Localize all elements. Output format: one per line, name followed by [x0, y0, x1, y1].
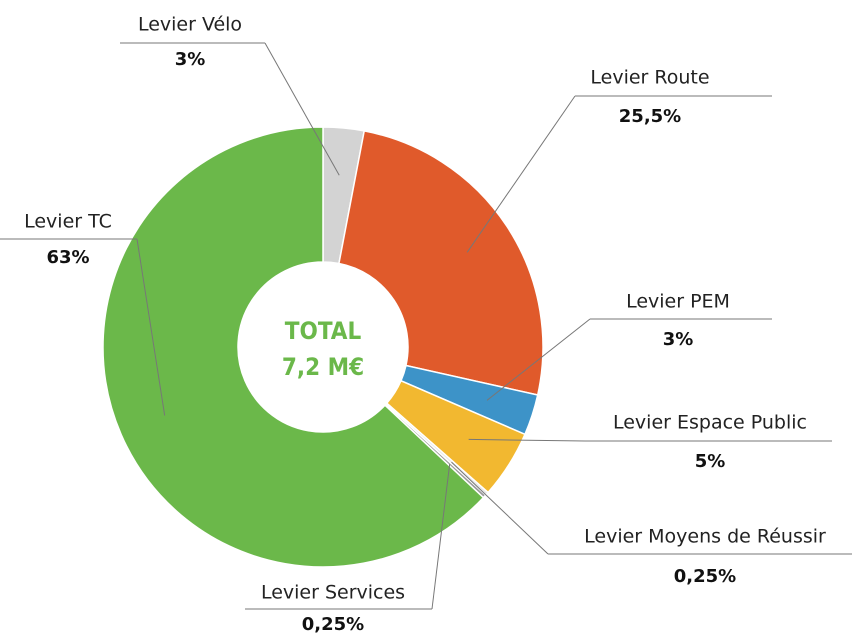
slice-value: 0,25% [674, 566, 736, 587]
slice-label: Levier Route [590, 67, 709, 89]
slice-value: 63% [46, 247, 89, 268]
slice-label: Levier Espace Public [613, 412, 807, 434]
donut-slice [338, 130, 544, 396]
center-title: TOTAL [285, 317, 362, 345]
leader-line [468, 438, 586, 442]
donut-slice [102, 126, 485, 568]
slice-label: Levier Vélo [138, 14, 242, 36]
slice-value: 25,5% [619, 106, 681, 127]
slice-label: Levier TC [24, 211, 112, 233]
slice-value: 3% [175, 49, 206, 70]
center-total: 7,2 M€ [282, 353, 364, 381]
leader-line [486, 318, 591, 401]
slice-value: 0,25% [302, 614, 364, 634]
slice-value: 5% [695, 451, 726, 472]
leader-line [451, 461, 549, 555]
slice-label: Levier PEM [626, 291, 730, 313]
leader-line [136, 238, 166, 416]
leader-line [264, 42, 340, 176]
leader-line [431, 464, 451, 610]
slice-label: Levier Services [261, 582, 405, 604]
leader-line [466, 95, 576, 253]
slice-value: 3% [663, 329, 694, 350]
slice-label: Levier Moyens de Réussir [584, 526, 826, 548]
